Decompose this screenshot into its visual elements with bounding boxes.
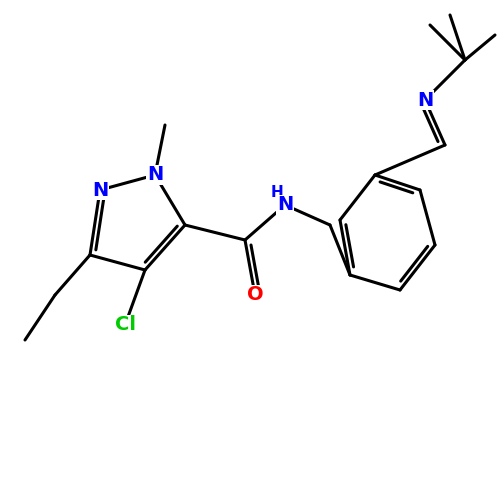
Text: Cl: Cl	[114, 316, 136, 334]
Text: O: O	[246, 286, 264, 304]
Text: N: N	[147, 166, 163, 184]
Text: N: N	[417, 90, 433, 110]
Text: N: N	[277, 196, 293, 214]
Text: H: H	[271, 185, 284, 200]
Text: N: N	[92, 180, 108, 200]
